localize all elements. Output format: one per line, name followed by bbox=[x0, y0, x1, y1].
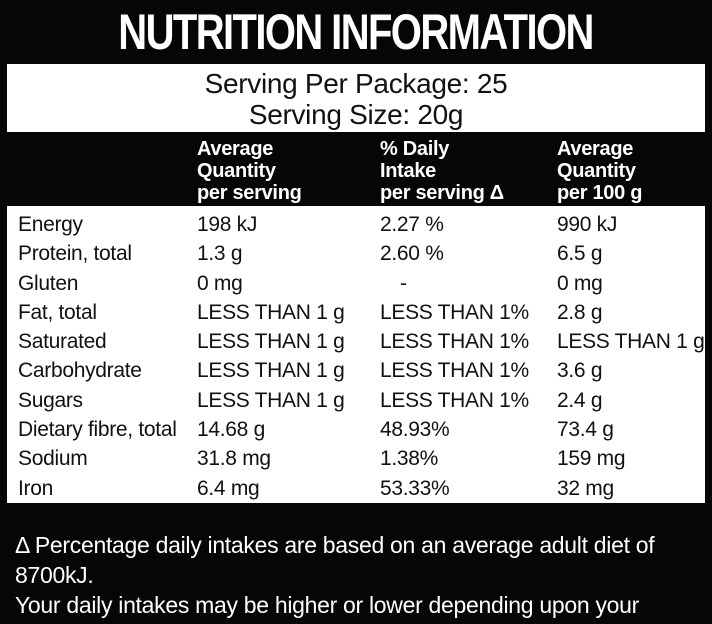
value-daily-intake: LESS THAN 1% bbox=[380, 359, 529, 383]
value-per-100g: 2.8 g bbox=[557, 300, 603, 324]
value-per-serving: 14.68 g bbox=[197, 418, 265, 442]
table-row: Carbohydrate LESS THAN 1 g LESS THAN 1% … bbox=[18, 356, 705, 385]
value-per-serving: LESS THAN 1 g bbox=[197, 330, 345, 354]
value-daily-intake: 2.60 % bbox=[380, 242, 444, 266]
value-daily-intake: LESS THAN 1% bbox=[380, 330, 529, 354]
column-header-spacer bbox=[18, 138, 197, 206]
value-per-100g: 3.6 g bbox=[557, 359, 603, 383]
daily-intake-footnote: Δ Percentage daily intakes are based on … bbox=[0, 503, 712, 624]
value-per-100g: 6.5 g bbox=[557, 242, 603, 266]
value-per-100g: 159 mg bbox=[557, 447, 626, 471]
serving-per-package: Serving Per Package: 25 bbox=[204, 68, 508, 99]
title-bar: NUTRITION INFORMATION bbox=[0, 0, 712, 64]
table-row: Fat, total LESS THAN 1 g LESS THAN 1% 2.… bbox=[18, 298, 705, 327]
table-row: Iron 6.4 mg 53.33% 32 mg bbox=[18, 474, 705, 503]
column-header-per-100g: Average Quantity per 100 g bbox=[557, 138, 643, 204]
value-per-100g: LESS THAN 1 g bbox=[557, 330, 705, 354]
nutrient-name: Protein, total bbox=[18, 242, 132, 266]
value-per-serving: 0 mg bbox=[197, 271, 243, 295]
value-per-serving: 1.3 g bbox=[197, 242, 243, 266]
table-column-header: Average Quantity per serving % Daily Int… bbox=[0, 132, 712, 206]
value-daily-intake: LESS THAN 1% bbox=[380, 388, 529, 412]
value-daily-intake: 48.93% bbox=[380, 418, 450, 442]
value-per-serving: 6.4 mg bbox=[197, 476, 260, 500]
footnote-line-2: Your daily intakes may be higher or lowe… bbox=[15, 592, 639, 624]
value-per-serving: LESS THAN 1 g bbox=[197, 388, 345, 412]
value-per-100g: 0 mg bbox=[557, 271, 603, 295]
value-daily-intake: 1.38% bbox=[380, 447, 439, 471]
table-row: Energy 198 kJ 2.27 % 990 kJ bbox=[18, 210, 705, 239]
table-row: Saturated LESS THAN 1 g LESS THAN 1% LES… bbox=[18, 327, 705, 356]
column-header-daily-intake: % Daily Intake per serving Δ bbox=[380, 138, 504, 204]
value-per-100g: 73.4 g bbox=[557, 418, 614, 442]
value-daily-intake: LESS THAN 1% bbox=[380, 300, 529, 324]
nutrient-name: Dietary fibre, total bbox=[18, 418, 177, 442]
table-row: Gluten 0 mg - 0 mg bbox=[18, 269, 705, 298]
column-header-per-serving: Average Quantity per serving bbox=[197, 138, 302, 204]
value-per-serving: 31.8 mg bbox=[197, 447, 271, 471]
value-per-100g: 990 kJ bbox=[557, 213, 618, 236]
nutrient-name: Gluten bbox=[18, 271, 79, 295]
nutrient-name: Fat, total bbox=[18, 300, 97, 324]
table-row: Sodium 31.8 mg 1.38% 159 mg bbox=[18, 444, 705, 473]
footnote-line-1: Δ Percentage daily intakes are based on … bbox=[15, 532, 655, 588]
table-row: Dietary fibre, total 14.68 g 48.93% 73.4… bbox=[18, 415, 705, 444]
nutrient-name: Iron bbox=[18, 476, 53, 500]
value-daily-intake: 53.33% bbox=[380, 476, 450, 500]
value-per-serving: LESS THAN 1 g bbox=[197, 359, 345, 383]
value-daily-intake: 2.27 % bbox=[380, 213, 444, 236]
serving-info-box: Serving Per Package: 25 Serving Size: 20… bbox=[7, 64, 705, 132]
nutrient-name: Saturated bbox=[18, 330, 107, 354]
value-per-100g: 32 mg bbox=[557, 476, 614, 500]
page-title: NUTRITION INFORMATION bbox=[118, 4, 595, 60]
value-daily-intake: - bbox=[400, 271, 407, 295]
nutrient-name: Sugars bbox=[18, 388, 83, 412]
nutrient-name: Carbohydrate bbox=[18, 359, 142, 383]
value-per-serving: 198 kJ bbox=[197, 213, 258, 236]
value-per-100g: 2.4 g bbox=[557, 388, 603, 412]
value-per-serving: LESS THAN 1 g bbox=[197, 300, 345, 324]
nutrient-name: Sodium bbox=[18, 447, 88, 471]
serving-size: Serving Size: 20g bbox=[248, 99, 464, 130]
nutrient-name: Energy bbox=[18, 213, 83, 236]
table-row: Protein, total 1.3 g 2.60 % 6.5 g bbox=[18, 239, 705, 268]
nutrition-table: Energy 198 kJ 2.27 % 990 kJ Protein, tot… bbox=[7, 206, 705, 503]
table-row: Sugars LESS THAN 1 g LESS THAN 1% 2.4 g bbox=[18, 386, 705, 415]
